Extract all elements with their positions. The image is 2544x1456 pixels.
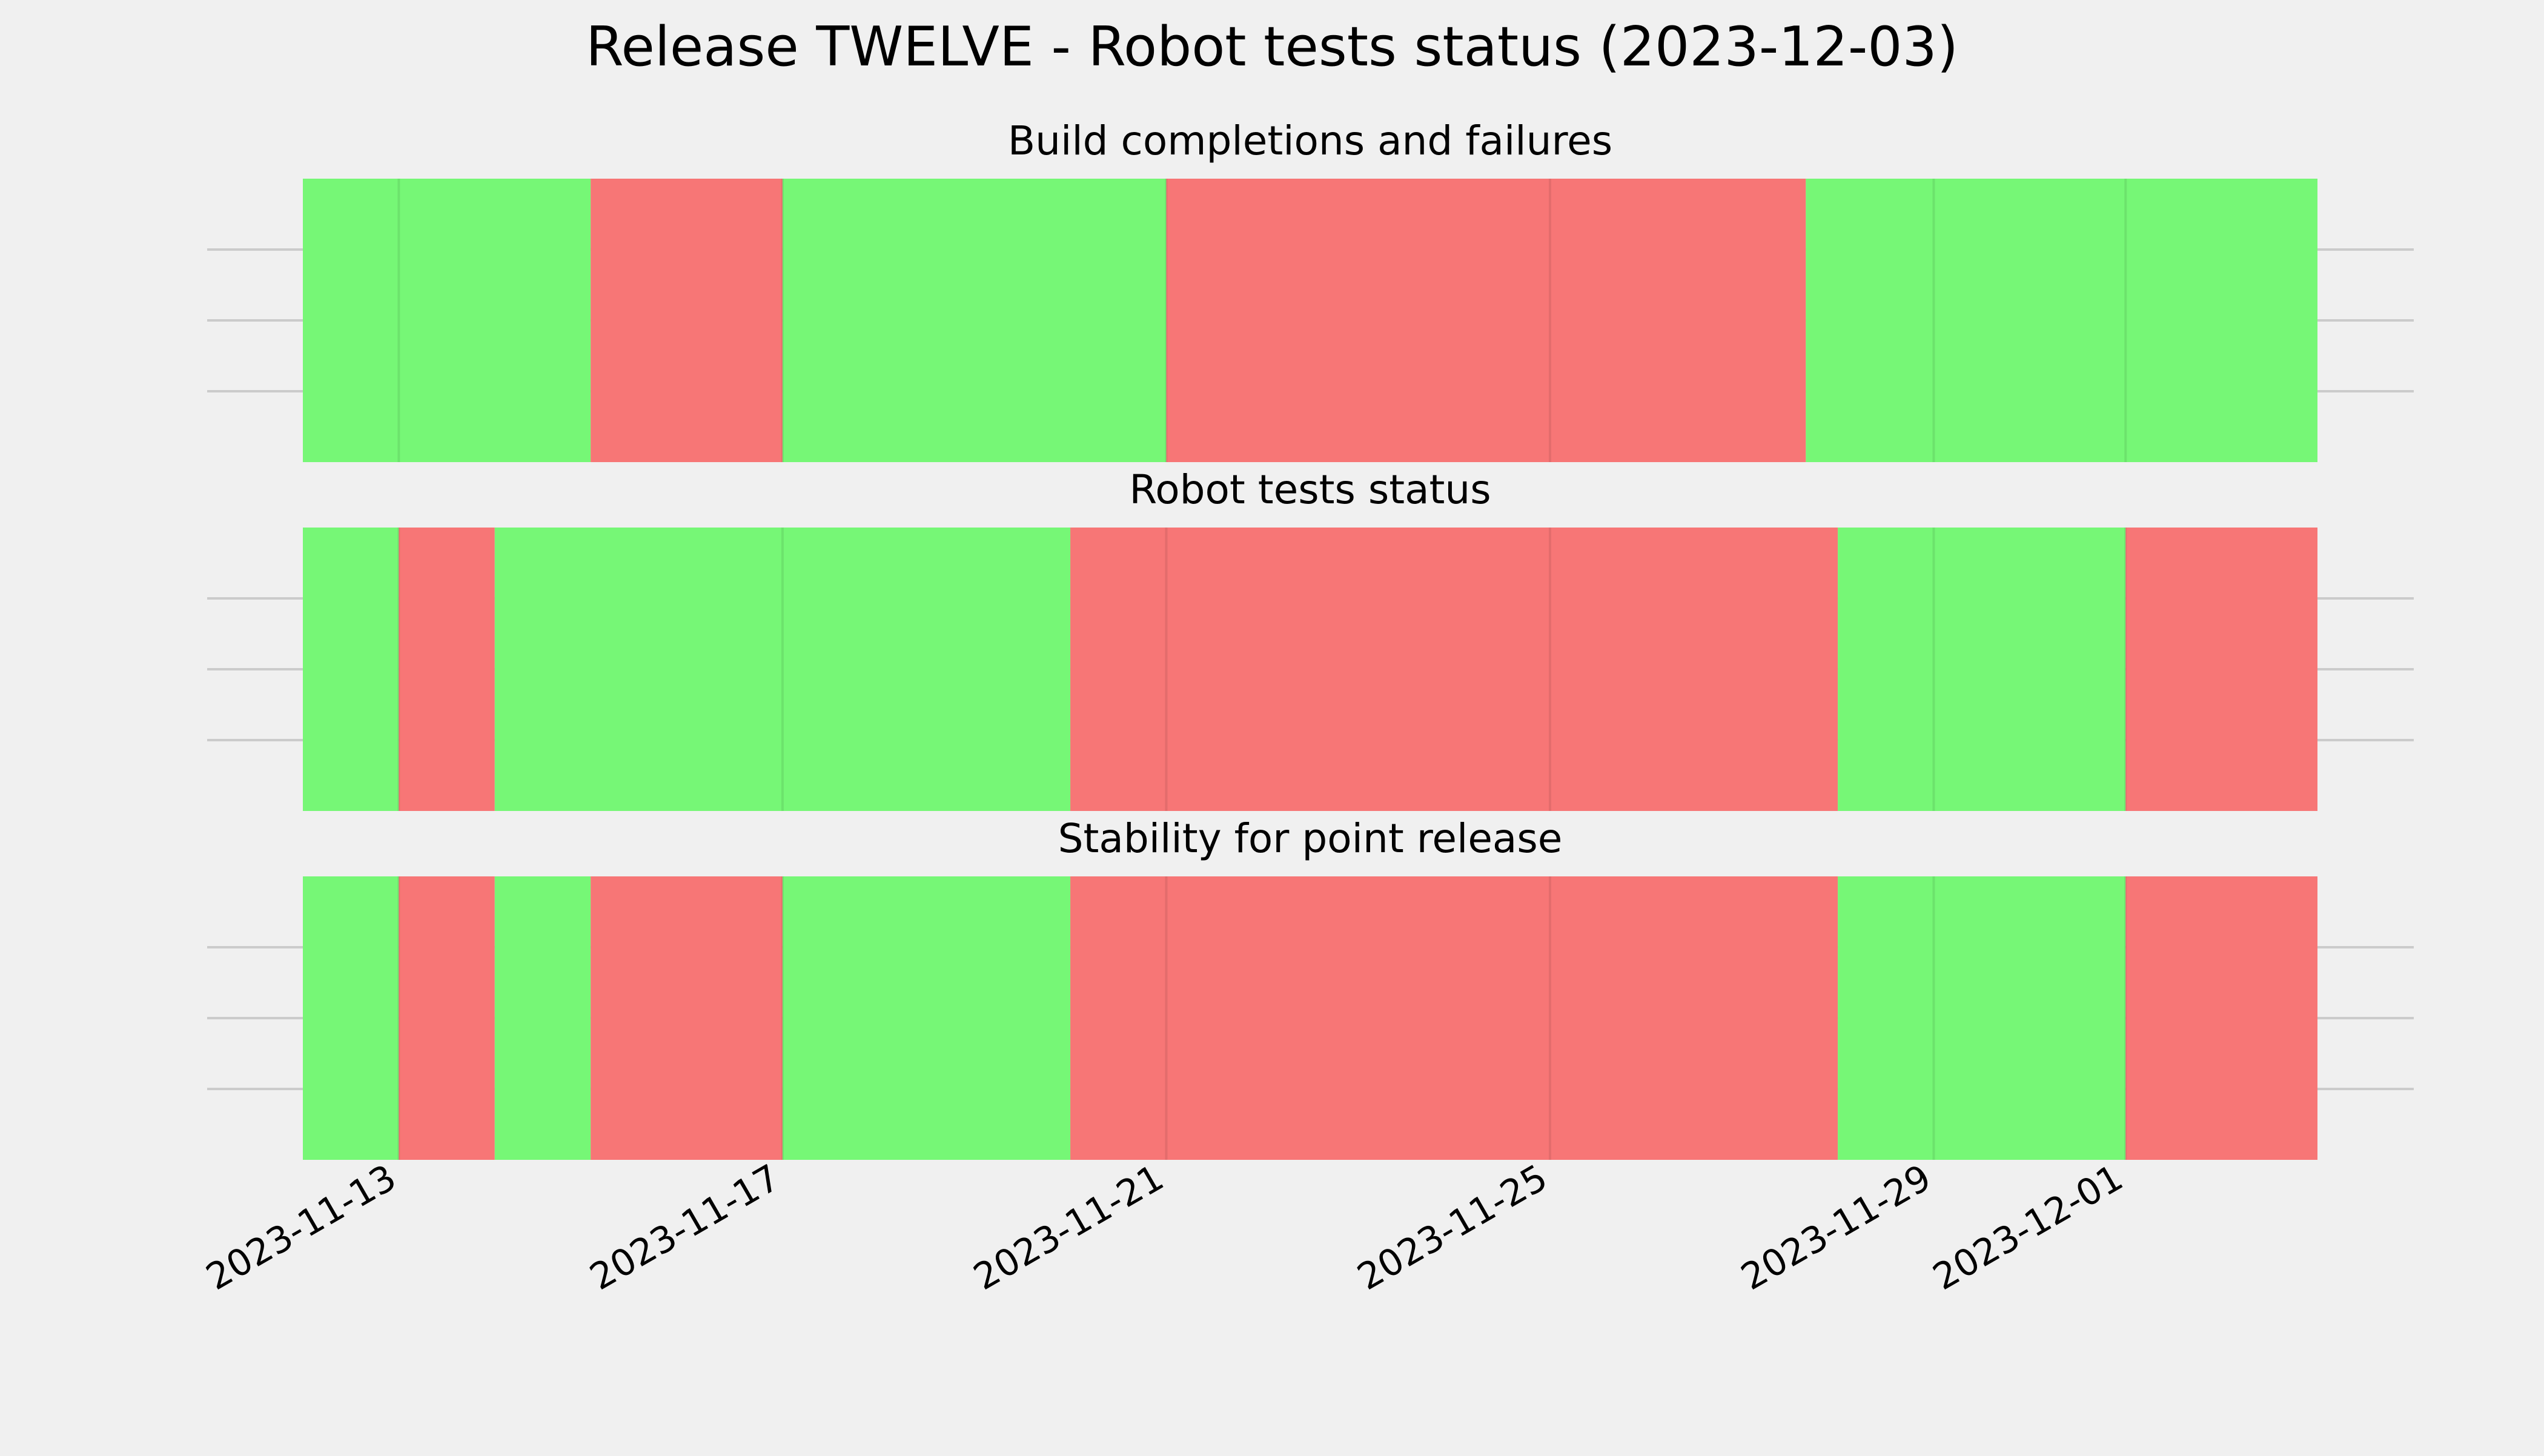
status-segment-pass	[782, 179, 1167, 462]
status-segment-pass	[782, 876, 1071, 1160]
status-segment-fail	[399, 528, 495, 811]
status-segment-pass	[303, 179, 591, 462]
timeline-panel: Stability for point release	[207, 815, 2414, 1160]
status-segment-fail	[1166, 179, 1806, 462]
figure-title: Release TWELVE - Robot tests status (202…	[586, 15, 1958, 79]
panel-title: Robot tests status	[1129, 466, 1491, 513]
panel-title: Stability for point release	[1058, 815, 1563, 862]
status-segment-pass	[1838, 876, 2126, 1160]
status-segment-fail	[399, 876, 495, 1160]
status-segment-pass	[494, 528, 1071, 811]
status-segment-pass	[303, 876, 399, 1160]
panels: Build completions and failures Robot test…	[207, 117, 2414, 1160]
panel-title: Build completions and failures	[1008, 117, 1612, 164]
timeline-panel: Robot tests status	[207, 466, 2414, 811]
status-segment-fail	[591, 179, 783, 462]
status-segment-fail	[2125, 876, 2317, 1160]
status-segment-fail	[1070, 528, 1838, 811]
status-segment-pass	[303, 528, 399, 811]
status-segment-pass	[494, 876, 591, 1160]
status-segment-pass	[1806, 179, 2317, 462]
status-segment-fail	[1070, 876, 1838, 1160]
status-segment-fail	[2125, 528, 2317, 811]
status-segment-fail	[591, 876, 783, 1160]
timeline-panel: Build completions and failures	[207, 117, 2414, 462]
status-segment-pass	[1838, 528, 2126, 811]
